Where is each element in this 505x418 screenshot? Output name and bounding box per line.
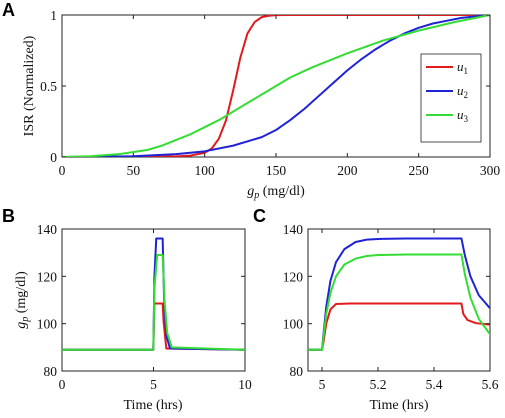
panel-letter-c: C bbox=[253, 206, 266, 226]
panel-c-x-tick-label: 5.2 bbox=[370, 377, 387, 392]
panel-letter-b: B bbox=[2, 206, 15, 226]
legend-label-u2: u2 bbox=[457, 83, 468, 100]
panel-a-x-tick-label: 100 bbox=[195, 163, 216, 178]
legend-label-u3: u3 bbox=[457, 107, 469, 124]
legend: u1 u2 u3 bbox=[420, 53, 482, 143]
panel-c-ticks: 5 5.2 5.4 5.6 80 100 120 140 bbox=[283, 222, 499, 392]
panel-b-x-tick-label: 0 bbox=[59, 377, 66, 392]
panel-a-x-tick-label: 300 bbox=[480, 163, 501, 178]
panel-b-series bbox=[62, 237, 245, 351]
panel-b-ticks: 0 5 10 80 100 120 140 bbox=[37, 222, 252, 392]
panel-c-y-tick-label: 80 bbox=[290, 364, 304, 379]
panel-b-y-tick-label: 100 bbox=[37, 317, 58, 332]
panel-c-series-u1 bbox=[308, 302, 490, 351]
panel-a-series bbox=[62, 15, 490, 157]
panel-b-y-tick-label: 140 bbox=[37, 222, 58, 237]
panel-b-x-tick-label: 10 bbox=[238, 377, 252, 392]
panel-a-x-axis-label: gp (mg/dl) bbox=[247, 184, 305, 201]
panel-a-chart: 0 50 100 150 200 250 300 0 0.5 1 ISR (Normalized)… bbox=[22, 8, 500, 201]
panel-c-series bbox=[308, 237, 490, 351]
panel-a-series-u2 bbox=[62, 15, 490, 157]
panel-c-chart: 5 5.2 5.4 5.6 80 100 120 140 Time (hrs) bbox=[283, 222, 499, 413]
panel-letter-a: A bbox=[2, 0, 15, 20]
panel-a-y-tick-label: 0 bbox=[50, 150, 57, 165]
panel-c-y-tick-label: 140 bbox=[283, 222, 304, 237]
panel-a-y-tick-label: 0.5 bbox=[40, 79, 57, 94]
panel-c-frame bbox=[307, 228, 491, 372]
legend-label-u1: u1 bbox=[457, 59, 468, 76]
panel-a-y-tick-label: 1 bbox=[50, 8, 57, 23]
panel-a-x-tick-label: 150 bbox=[266, 163, 287, 178]
panel-a-x-tick-label: 250 bbox=[409, 163, 430, 178]
panel-a-x-tick-label: 50 bbox=[127, 163, 141, 178]
panel-b-y-axis-label: gp (mg/dl) bbox=[14, 271, 31, 329]
panel-a-ticks: 0 50 100 150 200 250 300 0 0.5 1 bbox=[40, 8, 500, 178]
panel-c-x-tick-label: 5.6 bbox=[482, 377, 499, 392]
panel-c-y-tick-label: 100 bbox=[283, 317, 304, 332]
legend-box bbox=[420, 53, 482, 143]
panel-c-x-tick-label: 5.4 bbox=[426, 377, 443, 392]
panel-c-x-axis-label: Time (hrs) bbox=[370, 398, 429, 413]
panel-a-x-tick-label: 0 bbox=[59, 163, 66, 178]
panel-b-y-tick-label: 120 bbox=[37, 269, 58, 284]
panel-b-series-u3 bbox=[62, 254, 245, 351]
panel-a-x-tick-label: 200 bbox=[337, 163, 358, 178]
panel-b-chart: 0 5 10 80 100 120 140 gp (mg/dl) Time (hrs) bbox=[14, 222, 252, 413]
panel-c-series-u3 bbox=[308, 253, 490, 351]
panel-a-series-u3 bbox=[62, 15, 490, 157]
panel-b-y-tick-label: 80 bbox=[44, 364, 58, 379]
panel-b-x-axis-label: Time (hrs) bbox=[124, 398, 183, 413]
panel-c-x-tick-label: 5 bbox=[319, 377, 326, 392]
panel-b-x-tick-label: 5 bbox=[150, 377, 157, 392]
panel-a-y-axis-label: ISR (Normalized) bbox=[22, 35, 37, 136]
panel-a-series-u1 bbox=[62, 15, 490, 157]
panel-c-y-tick-label: 120 bbox=[283, 269, 304, 284]
